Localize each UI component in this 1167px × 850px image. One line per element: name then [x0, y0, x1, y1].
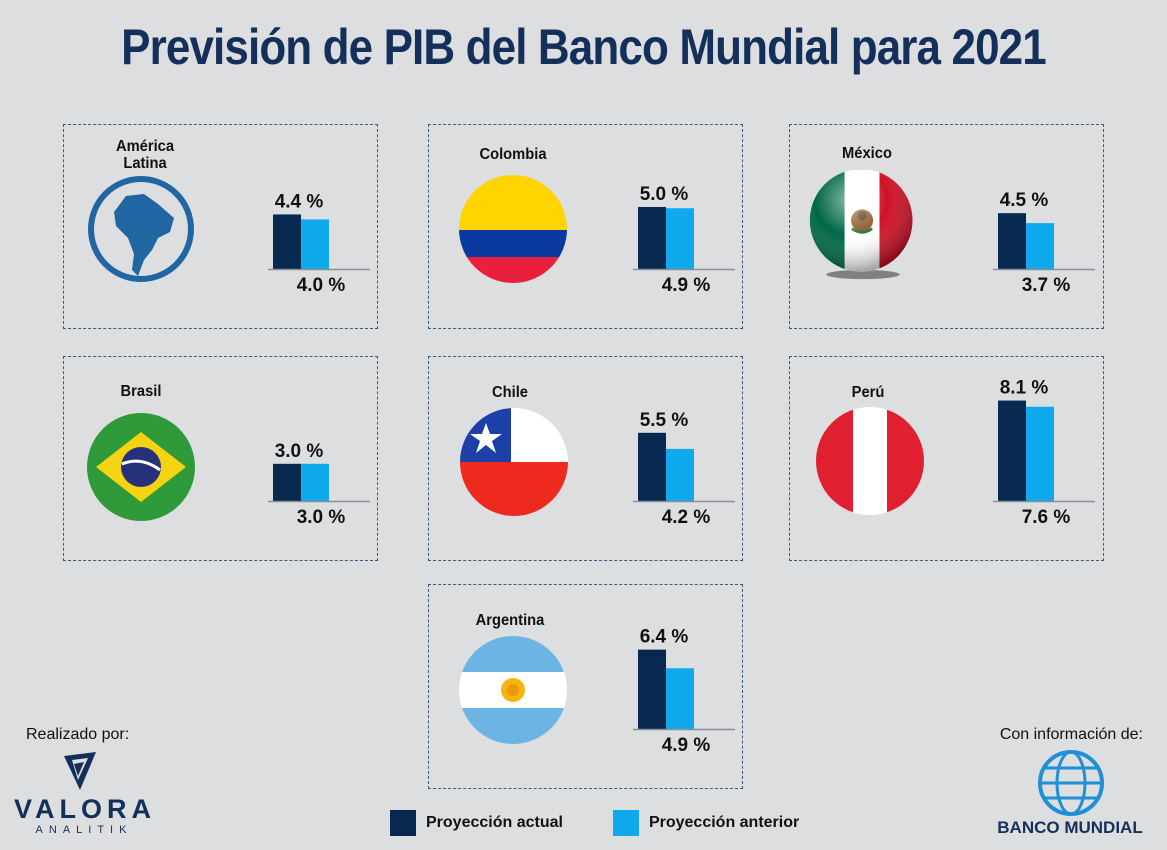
- panel-brasil: [63, 356, 378, 561]
- country-name-argentina: Argentina: [475, 612, 545, 629]
- bar-actual: [273, 463, 301, 501]
- data-label-anterior: 4.2 %: [662, 507, 711, 528]
- country-name-colombia: Colombia: [479, 146, 547, 163]
- data-label-actual: 5.0 %: [640, 184, 689, 205]
- valora-mark-icon: [64, 752, 96, 790]
- country-name-peru: Perú: [851, 384, 885, 401]
- chile-flag-icon: [460, 408, 568, 516]
- bar-anterior: [666, 208, 694, 269]
- bar-chart-peru: 8.1 % 7.6 %: [993, 378, 1095, 528]
- brazil-flag-icon: [87, 413, 195, 521]
- panel-mexico: [789, 124, 1104, 329]
- data-label-anterior: 4.0 %: [297, 275, 346, 296]
- panel-america-latina: [63, 124, 378, 329]
- legend-label-actual: Proyección actual: [426, 814, 563, 831]
- panel-peru: [789, 356, 1104, 561]
- data-label-actual: 5.5 %: [640, 410, 689, 431]
- bar-chart-mexico: 4.5 % 3.7 %: [993, 190, 1095, 296]
- country-name-mexico: México: [842, 145, 892, 162]
- mexico-flag-icon: [809, 170, 913, 280]
- data-label-actual: 4.4 %: [275, 191, 324, 212]
- bar-anterior: [301, 219, 329, 269]
- peru-flag-icon: [816, 407, 924, 515]
- bar-anterior: [1026, 223, 1054, 269]
- data-label-anterior: 4.9 %: [662, 275, 711, 296]
- data-label-actual: 8.1 %: [1000, 378, 1049, 399]
- bar-chart-brasil: 3.0 % 3.0 %: [268, 441, 370, 528]
- bar-anterior: [1026, 406, 1054, 501]
- country-name-line: América: [115, 138, 175, 155]
- south-america-globe-icon: [88, 176, 194, 282]
- data-label-anterior: 3.0 %: [297, 507, 346, 528]
- made-by-label: Realizado por:: [26, 726, 130, 743]
- panel-colombia: [428, 124, 743, 329]
- data-label-actual: 3.0 %: [275, 441, 324, 462]
- bar-actual: [638, 207, 666, 269]
- data-label-anterior: 4.9 %: [662, 735, 711, 756]
- bar-anterior: [666, 448, 694, 501]
- colombia-flag-icon: [459, 175, 567, 283]
- country-name-america-latina: América Latina: [76, 138, 214, 172]
- bar-anterior: [301, 463, 329, 501]
- country-name-line: Latina: [123, 155, 167, 172]
- valora-logo: VALORA ANALITIK: [14, 750, 154, 840]
- world-bank-globe-icon: [1038, 750, 1104, 816]
- bar-chart-america-latina: 4.4 % 4.0 %: [268, 191, 370, 296]
- data-label-anterior: 3.7 %: [1022, 275, 1071, 296]
- data-label-actual: 4.5 %: [1000, 190, 1049, 211]
- bar-actual: [638, 432, 666, 501]
- bar-actual: [273, 214, 301, 269]
- bar-anterior: [666, 668, 694, 729]
- argentina-flag-icon: [459, 636, 567, 744]
- bar-actual: [998, 400, 1026, 501]
- country-name-chile: Chile: [492, 384, 528, 401]
- valora-name: VALORA: [14, 794, 156, 824]
- data-label-actual: 6.4 %: [640, 627, 689, 648]
- source-label: Con información de:: [999, 726, 1143, 743]
- data-label-anterior: 7.6 %: [1022, 507, 1071, 528]
- legend: Proyección actual Proyección anterior: [390, 810, 799, 836]
- panel-argentina: [428, 584, 743, 789]
- bar-chart-chile: 5.5 % 4.2 %: [633, 410, 735, 528]
- panel-chile: [428, 356, 743, 561]
- bar-actual: [998, 213, 1026, 269]
- legend-swatch-actual: [390, 810, 416, 836]
- bar-actual: [638, 649, 666, 729]
- source-name: BANCO MUNDIAL: [997, 818, 1143, 837]
- bar-chart-colombia: 5.0 % 4.9 %: [633, 184, 735, 296]
- valora-subtitle: ANALITIK: [35, 824, 133, 836]
- page-title: Previsión de PIB del Banco Mundial para …: [121, 19, 1047, 75]
- country-name-brasil: Brasil: [120, 383, 162, 400]
- bar-chart-argentina: 6.4 % 4.9 %: [633, 627, 735, 756]
- legend-swatch-anterior: [612, 810, 639, 836]
- legend-label-anterior: Proyección anterior: [648, 814, 800, 831]
